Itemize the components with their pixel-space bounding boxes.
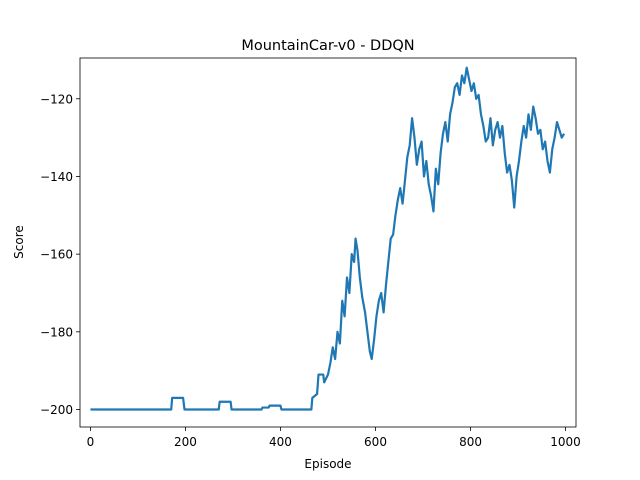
x-tick-label: 0 [87,435,95,449]
series-line-1 [90,66,566,411]
x-tick-label: 1000 [550,435,581,449]
x-tick-label: 200 [174,435,197,449]
x-axis-label: Episode [304,457,351,471]
x-tick-label: 400 [269,435,292,449]
y-tick-label: −180 [40,325,73,339]
x-axis-ticks: 0 200 400 600 800 1000 [87,427,581,449]
x-tick-label: 800 [459,435,482,449]
y-tick-label: −120 [40,92,73,106]
y-tick-label: −140 [40,170,73,184]
y-axis-ticks: −200 −180 −160 −140 −120 [40,92,80,417]
x-tick-label: 600 [364,435,387,449]
y-axis-label: Score [12,225,26,259]
plot-area: 0 200 400 600 800 1000 −200 −180 −160 −140 −120 [40,57,581,449]
y-tick-label: −160 [40,248,73,262]
axes-frame [79,57,577,428]
series-layer [90,66,566,411]
chart-title: MountainCar-v0 - DDQN [241,38,414,54]
y-tick-label: −200 [40,403,73,417]
